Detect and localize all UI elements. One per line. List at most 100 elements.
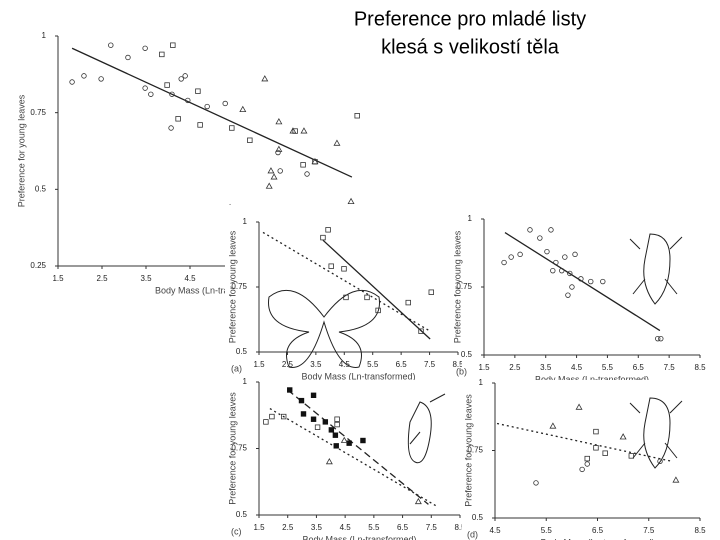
y-tick-label: 1 [243, 217, 248, 226]
slide-title: Preference pro mladé listy [354, 8, 586, 30]
point [197, 122, 203, 128]
x-tick-label: 2.5 [96, 274, 108, 283]
icon [268, 289, 380, 368]
y-tick-label: 1 [243, 377, 248, 386]
point [81, 73, 87, 79]
x-tick-label: 1.5 [478, 363, 490, 372]
point [270, 173, 278, 180]
y-tick-label: 1 [42, 31, 47, 40]
y-tick-label: 0.75 [30, 108, 46, 117]
y-tick-label: 0.75 [231, 282, 247, 291]
point [562, 254, 568, 260]
point [418, 328, 424, 334]
point [544, 248, 550, 255]
panel-label: (d) [467, 529, 478, 539]
x-tick-label: 2.5 [282, 523, 294, 532]
point [575, 403, 583, 410]
y-axis-label: Preference for young leaves [227, 392, 237, 505]
point [527, 227, 533, 233]
point [311, 157, 319, 165]
x-tick-label: 5.5 [368, 523, 380, 532]
chart-background [225, 380, 462, 540]
point [593, 445, 599, 451]
x-axis-label: Body Mass (Ln-transformed) [155, 285, 269, 295]
point [182, 73, 188, 79]
point [108, 42, 114, 48]
point [287, 387, 293, 393]
point [584, 455, 590, 462]
panel-label: (b) [456, 366, 467, 376]
point [553, 259, 559, 266]
point [657, 458, 663, 464]
point [275, 118, 283, 125]
x-tick-label: 8.5 [454, 523, 466, 532]
point [269, 413, 275, 420]
point [334, 421, 340, 428]
chart: 0.25 0.5 0.75 1 1.5 2.5 3.5 4.5 Body Mass (Ln-tr… [16, 31, 366, 295]
trend-line [504, 232, 661, 332]
point [578, 276, 584, 282]
x-axis-label: Body Mass (Ln-transformed) [301, 371, 415, 381]
y-axis-label: Preference for young leaves [452, 230, 462, 343]
x-tick-label: 5.5 [602, 363, 614, 372]
icon [629, 233, 683, 305]
point [275, 145, 283, 152]
point [360, 437, 366, 444]
y-tick-label: 0.25 [30, 261, 46, 270]
point [159, 51, 165, 58]
x-tick-label: 4.5 [489, 526, 501, 535]
y-tick-label: 0.75 [467, 446, 483, 455]
point [280, 413, 287, 420]
x-tick-label: 7.5 [643, 526, 655, 535]
point [229, 125, 235, 131]
point [247, 137, 253, 143]
point [364, 294, 370, 301]
slide-title: klesá s velikostí těla [381, 36, 560, 58]
point [142, 45, 148, 51]
x-tick-label: 5.5 [367, 360, 379, 369]
x-tick-label: 4.5 [339, 360, 351, 369]
point [501, 259, 507, 266]
point [588, 278, 594, 285]
panel-label: (a) [231, 363, 242, 373]
point [222, 100, 228, 107]
point [310, 392, 317, 398]
point [328, 427, 335, 433]
point [672, 476, 680, 483]
point [69, 79, 75, 85]
point [655, 335, 661, 342]
point [148, 91, 154, 97]
point [325, 457, 333, 465]
point [600, 278, 606, 285]
point [325, 227, 331, 233]
point [565, 292, 571, 298]
point [537, 235, 543, 241]
y-tick-label: 1 [468, 214, 473, 223]
point [572, 251, 578, 258]
y-tick-label: 0.5 [236, 347, 248, 356]
chart-background [462, 205, 715, 380]
point [559, 267, 565, 274]
x-tick-label: 6.5 [397, 523, 409, 532]
point [265, 182, 273, 189]
point [347, 197, 355, 204]
y-axis-label: Preference for young leaves [16, 94, 26, 207]
point [300, 411, 307, 417]
point [125, 54, 131, 61]
y-tick-label: 0.5 [461, 350, 473, 359]
x-tick-label: 2.5 [509, 363, 521, 372]
y-axis-label: Preference for young leaves [227, 230, 237, 343]
point [533, 480, 539, 486]
icon [407, 393, 446, 464]
point [204, 103, 210, 110]
point [300, 127, 308, 134]
point [98, 76, 104, 82]
point [346, 440, 352, 446]
x-tick-label: 1.5 [253, 523, 265, 532]
point [428, 289, 434, 295]
point [569, 284, 575, 290]
point [343, 294, 349, 301]
point [275, 149, 281, 156]
x-tick-label: 5.5 [541, 526, 553, 535]
